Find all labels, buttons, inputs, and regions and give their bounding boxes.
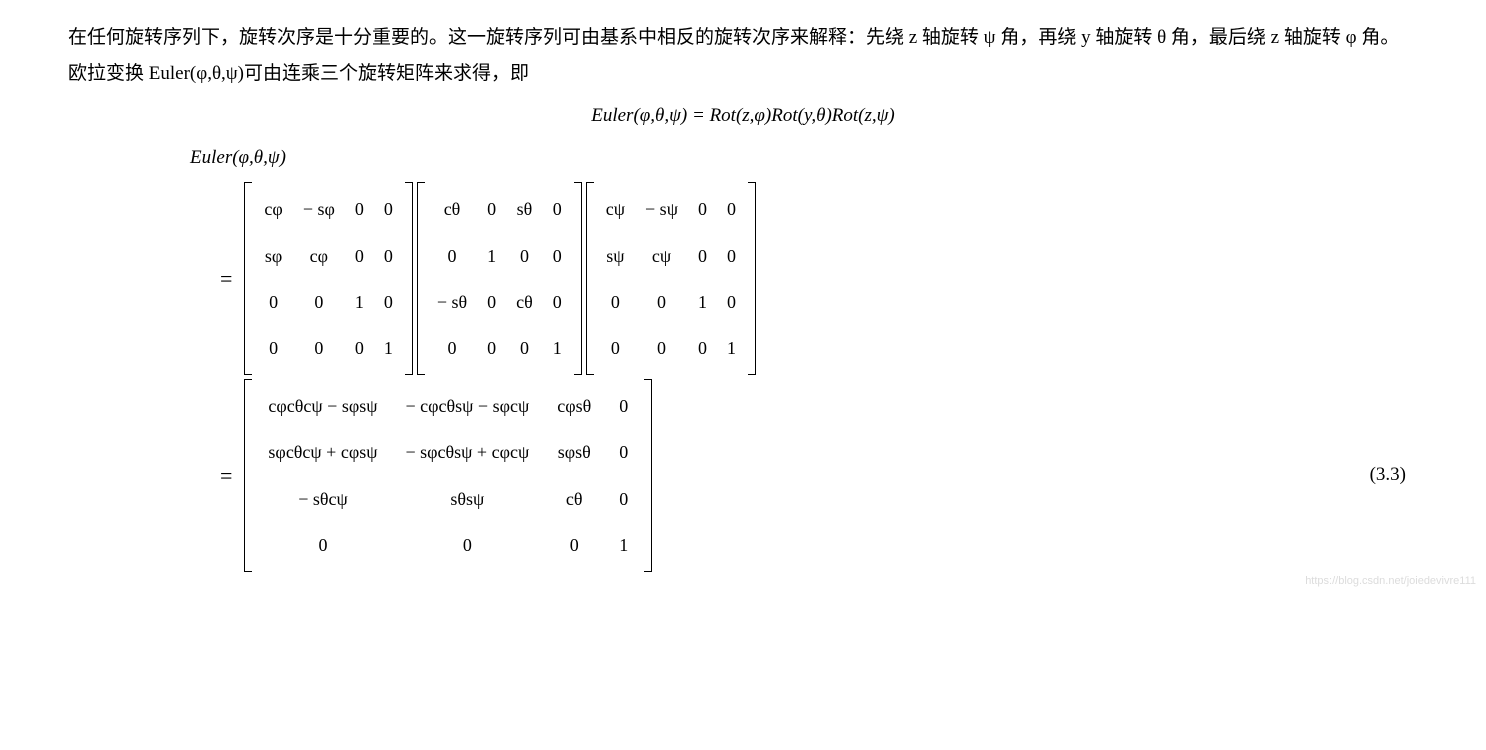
matrix-rot-y-theta: cθ0sθ0 0100 − sθ0cθ0 0001 bbox=[417, 182, 582, 375]
paragraph-1: 在任何旋转序列下，旋转次序是十分重要的。这一旋转序列可由基系中相反的旋转次序来解… bbox=[30, 20, 1456, 56]
equation-number: (3.3) bbox=[1370, 457, 1406, 493]
equation-definition-text: Euler(φ,θ,ψ) = Rot(z,φ)Rot(y,θ)Rot(z,ψ) bbox=[591, 105, 895, 126]
matrix-result: cφcθcψ − sφsψ− cφcθsψ − sφcψcφsθ0 sφcθcψ… bbox=[244, 379, 652, 572]
matrix-product-line: = cφ− sφ00 sφcφ00 0010 0001 cθ0sθ0 0100 … bbox=[220, 182, 1456, 375]
euler-label-text: Euler(φ,θ,ψ) bbox=[190, 147, 286, 168]
paragraph-2: 欧拉变换 Euler(φ,θ,ψ)可由连乘三个旋转矩阵来求得，即 bbox=[30, 56, 1456, 92]
equals-sign-2: = bbox=[220, 455, 232, 497]
matrix-rot-z-psi: cψ− sψ00 sψcψ00 0010 0001 bbox=[586, 182, 756, 375]
equals-sign-1: = bbox=[220, 258, 232, 300]
euler-label: Euler(φ,θ,ψ) bbox=[190, 140, 1456, 176]
matrix-rot-z-phi: cφ− sφ00 sφcφ00 0010 0001 bbox=[244, 182, 412, 375]
matrix-result-line: = cφcθcψ − sφsψ− cφcθsψ − sφcψcφsθ0 sφcθ… bbox=[220, 379, 1456, 572]
equation-definition: Euler(φ,θ,ψ) = Rot(z,φ)Rot(y,θ)Rot(z,ψ) bbox=[30, 98, 1456, 134]
watermark: https://blog.csdn.net/joiedevivre111 bbox=[1305, 571, 1476, 592]
